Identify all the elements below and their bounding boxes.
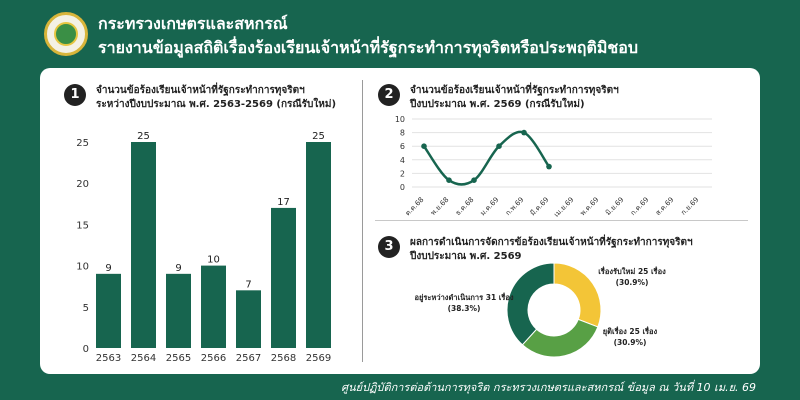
vertical-divider [362, 80, 363, 362]
panel1-title-line1: จำนวนข้อร้องเรียนเจ้าหน้าที่รัฐกระทำการท… [96, 85, 305, 96]
header: กระทรวงเกษตรและสหกรณ์ รายงานข้อมูลสถิติเ… [0, 0, 800, 64]
slice-percent-label: (38.3%) [448, 304, 481, 313]
bar-value-label: 9 [105, 263, 111, 274]
panel3-number-badge: 3 [378, 236, 400, 258]
data-point [421, 143, 427, 149]
y-tick-label: 10 [76, 262, 89, 273]
panel2-number-badge: 2 [378, 84, 400, 106]
x-tick-label: 2565 [166, 353, 191, 364]
bar [271, 207, 296, 348]
bar [236, 290, 261, 348]
footer-note: ศูนย์ปฏิบัติการต่อต้านการทุจริต กระทรวงเ… [341, 381, 756, 394]
slice-percent-label: (30.9%) [614, 338, 647, 347]
panel2-title-line2: ปีงบประมาณ พ.ศ. 2569 (กรณีรับใหม่) [410, 99, 585, 110]
y-tick-label: 8 [400, 129, 405, 138]
data-point [546, 163, 552, 170]
x-tick-label: 2564 [131, 353, 156, 364]
y-tick-label: 2 [400, 169, 405, 178]
bar-value-label: 25 [137, 131, 150, 142]
data-point [446, 177, 452, 183]
bar [131, 142, 156, 348]
y-tick-label: 20 [76, 179, 89, 190]
bar [166, 273, 191, 348]
x-tick-label: 2569 [306, 353, 331, 364]
panel1-number-badge: 1 [64, 84, 86, 106]
donut-slice [521, 318, 599, 358]
panel1-title-line2: ระหว่างปีงบประมาณ พ.ศ. 2563-2569 (กรณีรั… [96, 99, 337, 110]
y-tick-label: 15 [76, 220, 89, 231]
y-tick-label: 25 [76, 138, 89, 149]
x-tick-label: 2568 [271, 353, 296, 364]
horizontal-divider [375, 220, 748, 221]
panel3-title-line1: ผลการดำเนินการจัดการข้อร้องเรียนเจ้าหน้า… [410, 237, 693, 248]
panel3-title-line2: ปีงบประมาณ พ.ศ. 2569 [410, 251, 522, 262]
y-tick-label: 0 [400, 183, 405, 192]
slice-label: ยุติเรื่อง 25 เรื่อง [603, 325, 658, 336]
bar-value-label: 10 [207, 255, 220, 266]
ministry-logo [44, 12, 88, 56]
slice-label: อยู่ระหว่างดำเนินการ 31 เรื่อง [414, 291, 513, 303]
x-tick-label: 2563 [96, 353, 121, 364]
bar [96, 273, 121, 348]
data-point [521, 129, 527, 136]
donut-slice [506, 262, 555, 346]
bar-value-label: 9 [175, 263, 181, 274]
x-tick-label: 2567 [236, 353, 261, 364]
bar-value-label: 25 [312, 131, 325, 142]
bar-value-label: 17 [277, 197, 290, 208]
slice-percent-label: (30.9%) [616, 278, 649, 287]
bar [201, 265, 226, 348]
panel2-title-line1: จำนวนข้อร้องเรียนเจ้าหน้าที่รัฐกระทำการท… [410, 85, 619, 96]
y-tick-label: 4 [400, 156, 405, 165]
data-point [496, 143, 502, 149]
y-tick-label: 10 [395, 115, 405, 124]
y-tick-label: 0 [83, 344, 89, 355]
x-tick-label: 2566 [201, 353, 226, 364]
y-tick-label: 6 [400, 142, 405, 151]
bar [306, 142, 331, 348]
page-subtitle: รายงานข้อมูลสถิติเรื่องร้องเรียนเจ้าหน้า… [98, 38, 639, 57]
y-tick-label: 5 [83, 303, 89, 314]
bar-value-label: 7 [245, 279, 251, 290]
slice-label: เรื่องรับใหม่ 25 เรื่อง [598, 265, 666, 276]
page-title: กระทรวงเกษตรและสหกรณ์ [98, 14, 288, 33]
donut-slice [553, 262, 602, 328]
data-point [471, 177, 477, 183]
